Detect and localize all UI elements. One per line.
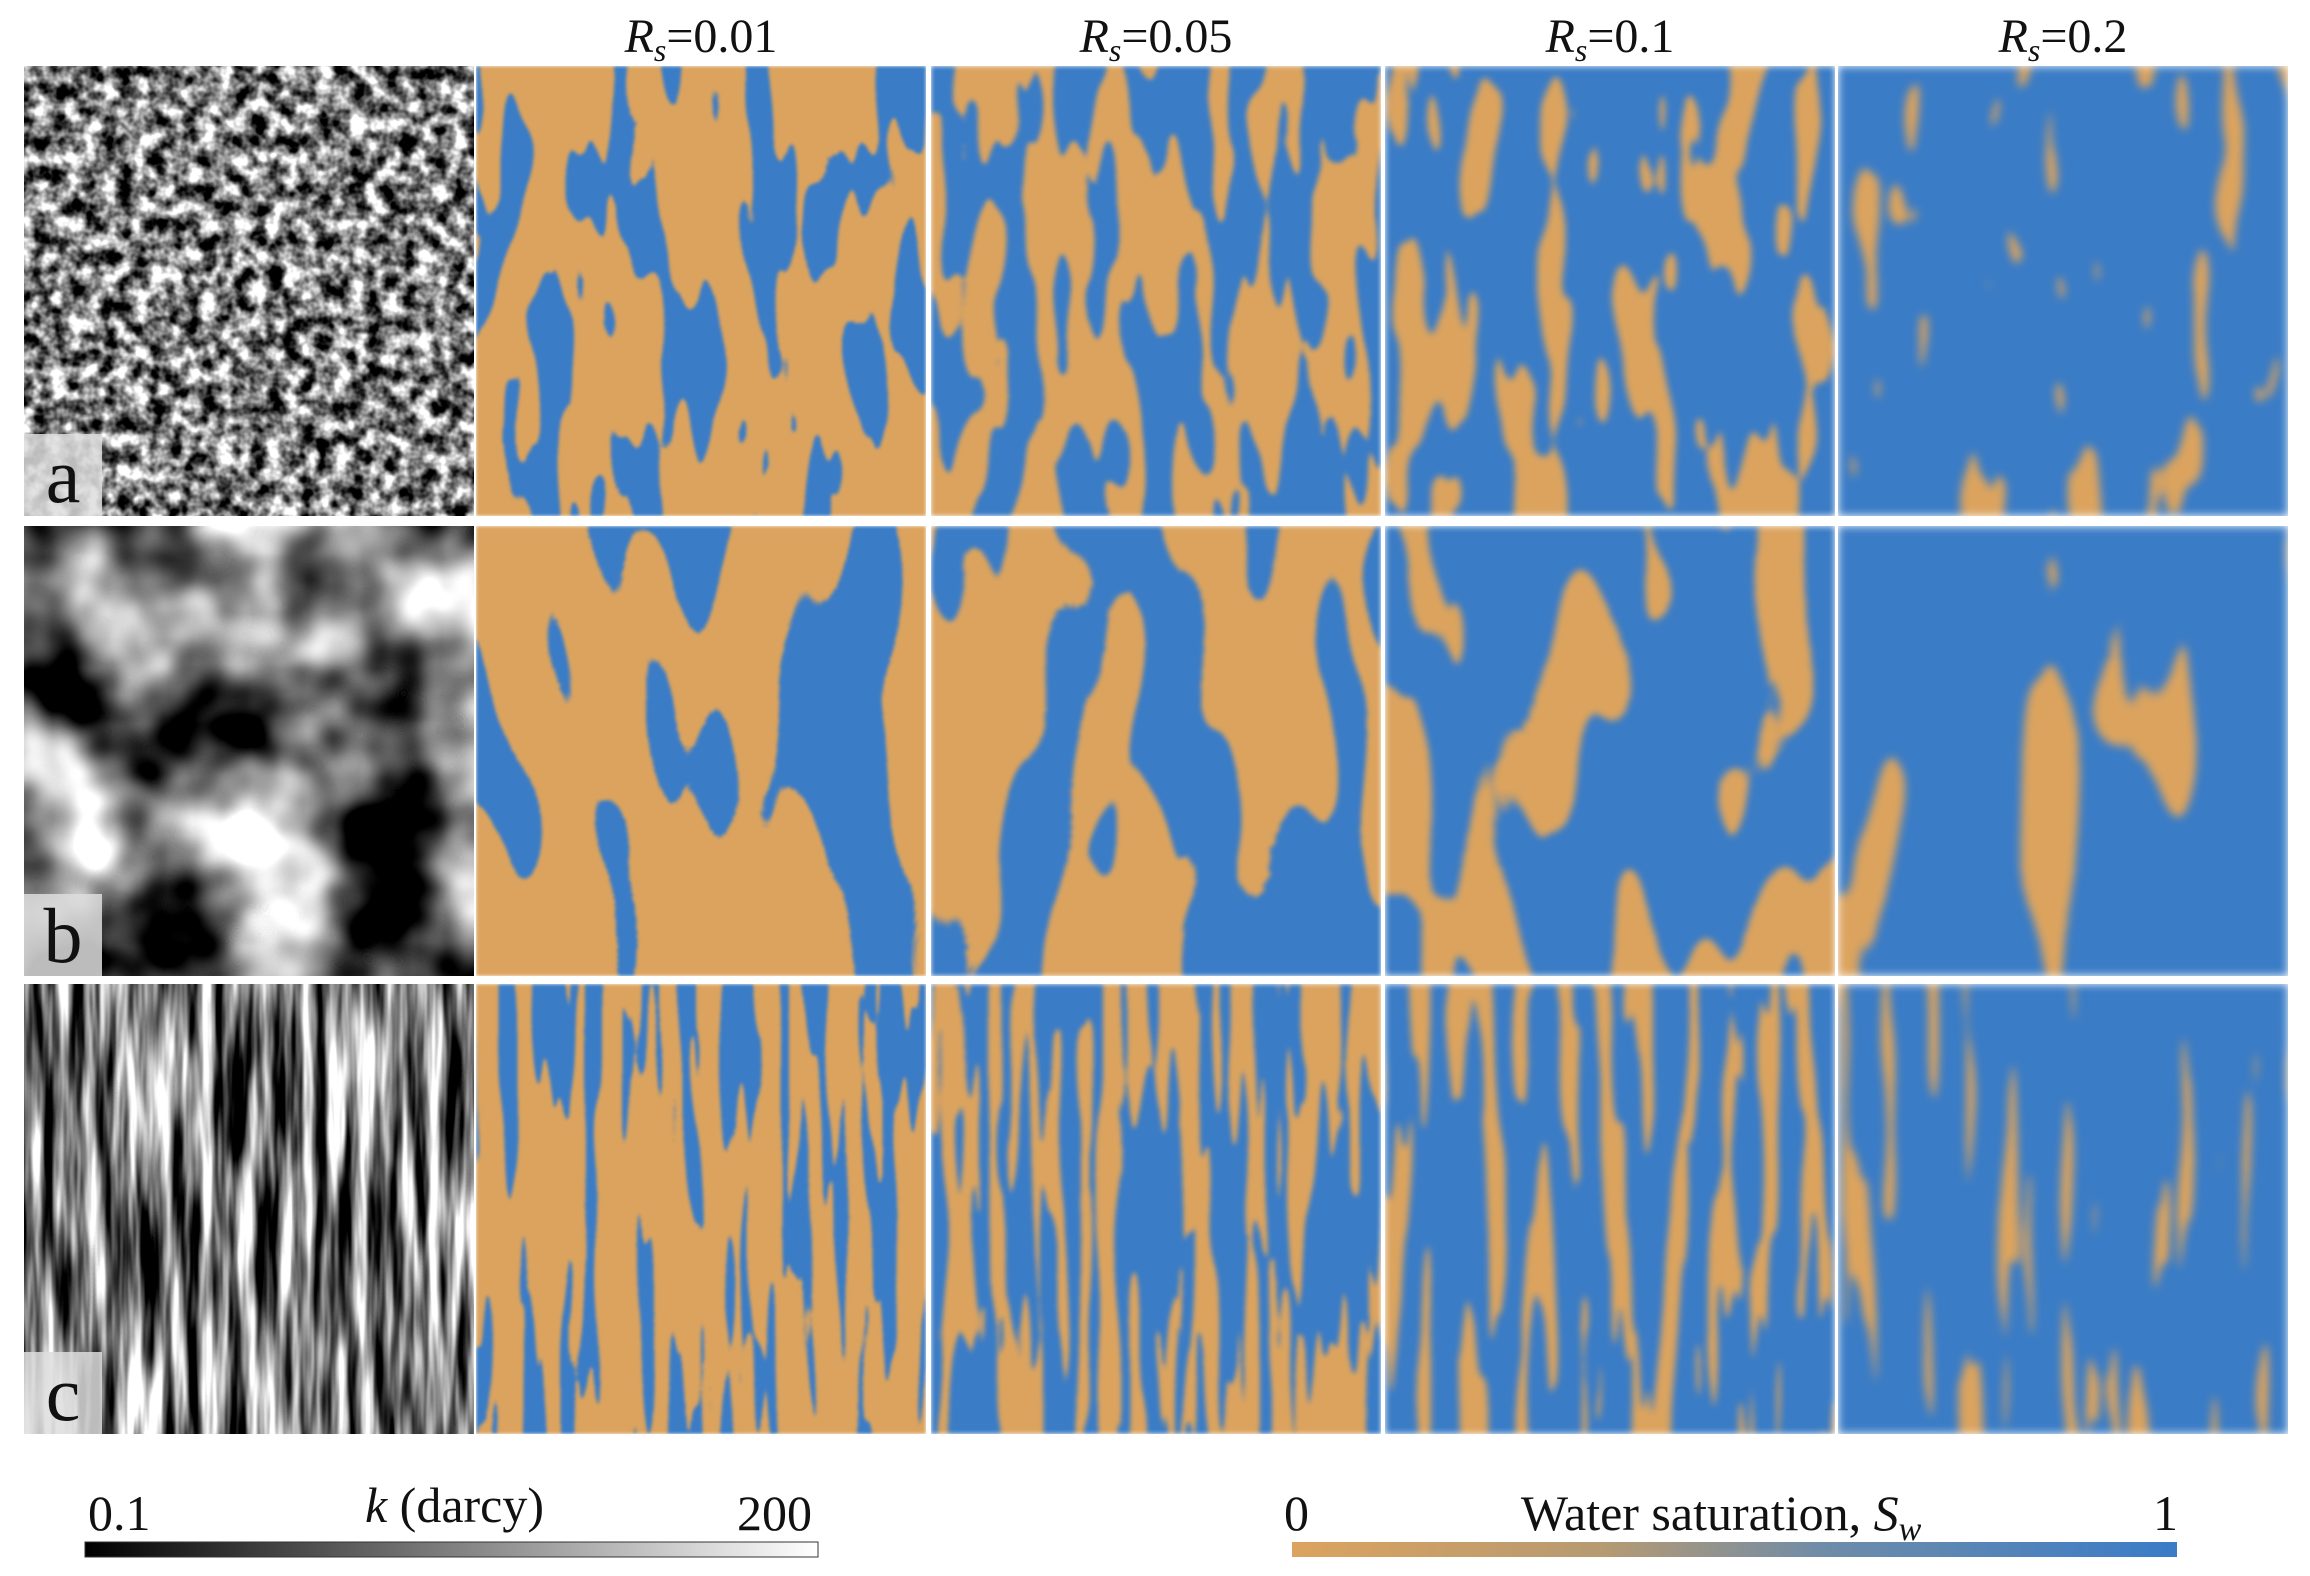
- column-header: Rs=0.01: [624, 10, 778, 68]
- symbol: R: [624, 10, 654, 63]
- colorbar-gradient: [84, 1541, 819, 1558]
- saturation-field: [476, 66, 926, 516]
- colorbar-title: Water saturation, Sw: [1434, 1485, 1984, 1551]
- saturation-field: [1838, 526, 2288, 976]
- panel-grid: [24, 66, 2288, 1434]
- saturation-field: [1838, 984, 2288, 1434]
- row-label: b: [44, 892, 83, 979]
- permeability-colorbar: 0.1 k (darcy) 200: [84, 1477, 819, 1558]
- colorbar-title: k (darcy): [277, 1477, 606, 1533]
- row-label: c: [46, 1350, 81, 1437]
- subscript: s: [1109, 32, 1121, 68]
- column-header: Rs=0.2: [1998, 10, 2128, 68]
- value: =0.05: [1121, 10, 1232, 63]
- saturation-field: [476, 984, 926, 1434]
- symbol: k: [365, 1477, 388, 1533]
- saturation-field: [1385, 984, 1835, 1434]
- column-header: Rs=0.05: [1079, 10, 1233, 68]
- saturation-field: [931, 66, 1381, 516]
- row-label-box: [24, 894, 102, 976]
- saturation-field: [931, 984, 1381, 1434]
- colorbar-max: 1: [2153, 1485, 2178, 1541]
- row-label-box: [24, 1352, 102, 1434]
- colorbar-gradient: [1292, 1542, 2177, 1557]
- subscript: s: [654, 32, 666, 68]
- saturation-field: [931, 526, 1381, 976]
- saturation-colorbar: 0 Water saturation, Sw 1: [1284, 1485, 2178, 1557]
- symbol: R: [1545, 10, 1575, 63]
- value: =0.1: [1587, 10, 1674, 63]
- subscript: s: [2028, 32, 2040, 68]
- saturation-field: [476, 526, 926, 976]
- value: =0.2: [2040, 10, 2127, 63]
- saturation-field: [1838, 66, 2288, 516]
- title: Water saturation,: [1521, 1485, 1874, 1541]
- row-label-box: [24, 434, 102, 516]
- subscript: s: [1575, 32, 1587, 68]
- value: =0.01: [666, 10, 777, 63]
- saturation-field: [1385, 526, 1835, 976]
- colorbar-min: 0.1: [88, 1485, 151, 1541]
- colorbar-min: 0: [1284, 1485, 1309, 1541]
- symbol: R: [1998, 10, 2028, 63]
- symbol: S: [1874, 1485, 1899, 1541]
- saturation-field: [1385, 66, 1835, 516]
- symbol: R: [1079, 10, 1109, 63]
- column-header: Rs=0.1: [1545, 10, 1675, 68]
- subscript: w: [1899, 1511, 1922, 1548]
- colorbar-max: 200: [737, 1485, 812, 1541]
- unit: (darcy): [387, 1477, 544, 1533]
- row-label: a: [46, 432, 81, 519]
